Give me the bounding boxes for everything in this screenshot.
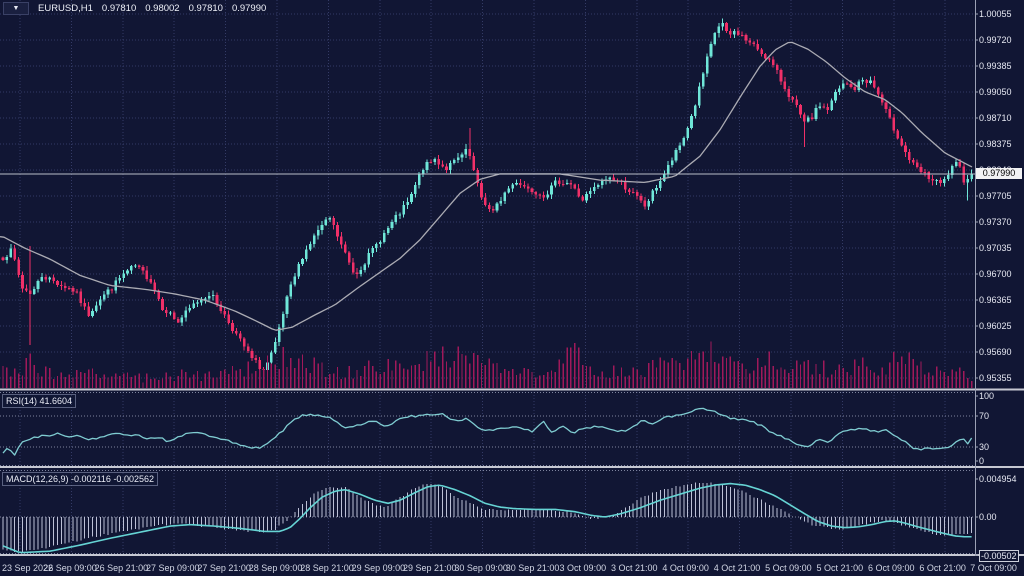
rsi-axis-label: 100 (979, 391, 995, 401)
price-axis-label: 0.97705 (979, 191, 1012, 201)
time-axis-label: 5 Oct 09:00 (765, 563, 812, 573)
price-axis-label: 1.00055 (979, 9, 1012, 19)
price-axis-label: 0.98710 (979, 113, 1012, 123)
rsi-axis-label: 30 (979, 442, 990, 452)
time-axis-label: 23 Sep 2022 (2, 563, 54, 573)
macd-main-value: -0.002116 (71, 474, 111, 484)
macd-signal-value: -0.002562 (113, 474, 154, 484)
rsi-axis-label: 0 (979, 456, 985, 466)
rsi-value: 41.6604 (39, 396, 73, 406)
current-price-tag: 0.97990 (976, 168, 1022, 180)
price-axis-label: 0.99050 (979, 87, 1012, 97)
ohlc-low: 0.97810 (188, 3, 223, 14)
price-axis-label: 0.99720 (979, 35, 1012, 45)
time-axis-label: 6 Oct 21:00 (919, 563, 966, 573)
price-axis-label: 0.95690 (979, 347, 1012, 357)
price-axis-label: 0.97035 (979, 243, 1012, 253)
price-axis-label: 0.95355 (979, 373, 1012, 383)
macd-axis-label: -0.00502 (979, 550, 1019, 562)
macd-axis-label: 0.00 (979, 512, 997, 522)
time-axis-label: 4 Oct 09:00 (662, 563, 709, 573)
time-axis-label: 26 Sep 09:00 (43, 563, 97, 573)
time-axis-label: 6 Oct 09:00 (867, 563, 915, 573)
time-axis-label: 30 Sep 09:00 (454, 563, 508, 573)
price-axis-label: 0.98375 (979, 139, 1012, 149)
time-axis-label: 4 Oct 21:00 (713, 563, 761, 573)
macd-indicator-label: MACD(12,26,9) -0.002116 -0.002562 (2, 472, 158, 486)
ohlc-open: 0.97810 (101, 3, 137, 14)
chart-menu-button[interactable]: ▼ (3, 2, 29, 15)
time-axis-label: 29 Sep 21:00 (403, 563, 457, 573)
time-axis-label: 26 Sep 21:00 (94, 563, 149, 573)
ohlc-high: 0.98002 (145, 3, 180, 14)
time-axis-label: 27 Sep 09:00 (146, 563, 200, 573)
price-axis-label: 0.96365 (979, 295, 1012, 305)
time-axis-label: 29 Sep 09:00 (351, 563, 406, 573)
time-axis-label: 3 Oct 21:00 (610, 563, 658, 573)
rsi-axis-label: 70 (979, 411, 990, 421)
rsi-name: RSI(14) (6, 396, 38, 406)
dropdown-icon: ▼ (12, 5, 20, 12)
macd-name: MACD(12,26,9) (6, 474, 69, 484)
time-axis-label: 30 Sep 21:00 (505, 563, 560, 573)
time-axis-label: 28 Sep 09:00 (248, 563, 303, 573)
time-axis-label: 27 Sep 21:00 (197, 563, 251, 573)
price-axis[interactable]: 1.00055 0.99720 0.99385 0.99050 0.98710 0.983… (975, 0, 1024, 562)
price-axis-label: 0.96700 (979, 269, 1012, 279)
chart-header: ▼ EURUSD,H1 0.97810 0.98002 0.97810 0.97… (3, 2, 266, 15)
time-axis-label: 7 Oct 09:00 (970, 563, 1017, 573)
rsi-indicator-label: RSI(14) 41.6604 (2, 394, 77, 408)
symbol-timeframe: EURUSD,H1 (38, 3, 93, 14)
ohlc-close: 0.97990 (231, 3, 267, 14)
price-axis-label: 0.96025 (979, 321, 1012, 331)
macd-axis-label: 0.004954 (979, 474, 1017, 484)
time-axis-label: 5 Oct 21:00 (816, 563, 864, 573)
price-axis-label: 0.97370 (979, 217, 1012, 227)
time-axis-label: 3 Oct 09:00 (559, 563, 607, 573)
price-axis-label: 0.99385 (979, 61, 1012, 71)
time-axis[interactable]: 23 Sep 2022 26 Sep 09:00 26 Sep 21:00 27 Se… (0, 556, 1024, 576)
time-axis-label: 28 Sep 21:00 (300, 563, 354, 573)
